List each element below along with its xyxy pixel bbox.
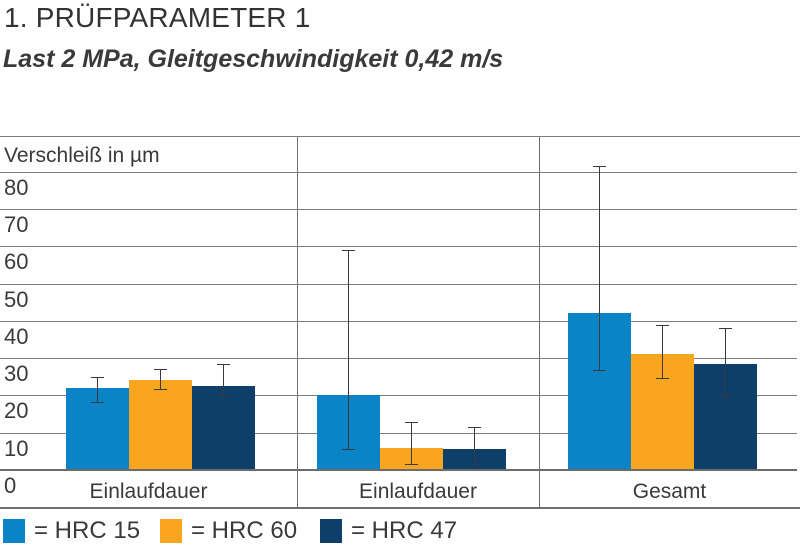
gridline-y-20 <box>0 395 797 397</box>
error-bar-stem <box>347 250 350 449</box>
legend-swatch-hrc15 <box>3 519 25 543</box>
error-bar-1-hrc60 <box>405 421 418 465</box>
bar-einlaufdauer-0-hrc60 <box>129 380 192 470</box>
y-tick-label-70: 70 <box>4 211 29 237</box>
error-bar-1-hrc15 <box>342 249 355 450</box>
error-bar-stem <box>724 329 727 395</box>
error-bar-1-hrc47 <box>468 427 481 471</box>
category-label-2: Gesamt <box>632 480 707 503</box>
error-bar-2-hrc60 <box>656 324 669 379</box>
legend-label-hrc15: = HRC 15 <box>34 517 141 544</box>
error-bar-stem <box>96 377 99 402</box>
gridline-y-60 <box>0 246 797 248</box>
y-tick-label-10: 10 <box>4 435 29 461</box>
y-axis-title: Verschleiß in µm <box>4 144 160 167</box>
error-bar-stem <box>598 167 601 371</box>
bar-chart-plot-area: Verschleiß in µm 0 10 20 30 40 50 60 70 80 Einlau… <box>0 136 800 509</box>
error-bar-stem <box>159 370 162 389</box>
legend-entry-hrc60: = HRC 60 <box>160 517 297 545</box>
gridline-y-40 <box>0 320 797 322</box>
y-tick-label-30: 30 <box>4 361 29 387</box>
category-label-0: Einlaufdauer <box>89 480 208 503</box>
error-bar-0-hrc60 <box>154 369 167 390</box>
error-bar-0-hrc15 <box>91 376 104 403</box>
y-tick-label-40: 40 <box>4 323 29 349</box>
error-bar-0-hrc47 <box>217 363 230 396</box>
gridline-y-80 <box>0 171 797 173</box>
bar-einlaufdauer-0-hrc47 <box>192 386 255 470</box>
y-tick-label-50: 50 <box>4 286 29 312</box>
y-tick-label-80: 80 <box>4 174 29 200</box>
error-bar-2-hrc15 <box>593 166 606 372</box>
chart-legend: = HRC 15 = HRC 60 = HRC 47 <box>0 517 800 549</box>
y-tick-label-20: 20 <box>4 398 29 424</box>
gridline-y-30 <box>0 358 797 360</box>
error-bar-stem <box>222 364 225 395</box>
legend-label-hrc47: = HRC 47 <box>351 517 458 544</box>
gridline-y-70 <box>0 208 797 210</box>
y-tick-label-60: 60 <box>4 249 29 275</box>
legend-label-hrc60: = HRC 60 <box>191 517 298 544</box>
group-divider-2 <box>539 137 540 507</box>
legend-entry-hrc47: = HRC 47 <box>320 517 457 545</box>
gridline-y-50 <box>0 283 797 285</box>
legend-entry-hrc15: = HRC 15 <box>3 517 140 545</box>
error-bar-stem <box>473 428 476 470</box>
gridline-y-10 <box>0 432 797 434</box>
category-label-1: Einlaufdauer <box>359 480 477 503</box>
legend-swatch-hrc60 <box>160 519 182 543</box>
y-tick-label-0: 0 <box>4 473 17 498</box>
group-divider-1 <box>297 137 298 507</box>
error-bar-stem <box>661 325 664 378</box>
page-subtitle: Last 2 MPa, Gleitgeschwindigkeit 0,42 m/… <box>3 45 504 73</box>
error-bar-stem <box>410 422 413 464</box>
error-bar-2-hrc47 <box>719 328 732 396</box>
legend-swatch-hrc47 <box>320 519 342 543</box>
x-axis-zero-line <box>0 469 797 471</box>
page-title: 1. PRÜFPARAMETER 1 <box>4 2 311 33</box>
